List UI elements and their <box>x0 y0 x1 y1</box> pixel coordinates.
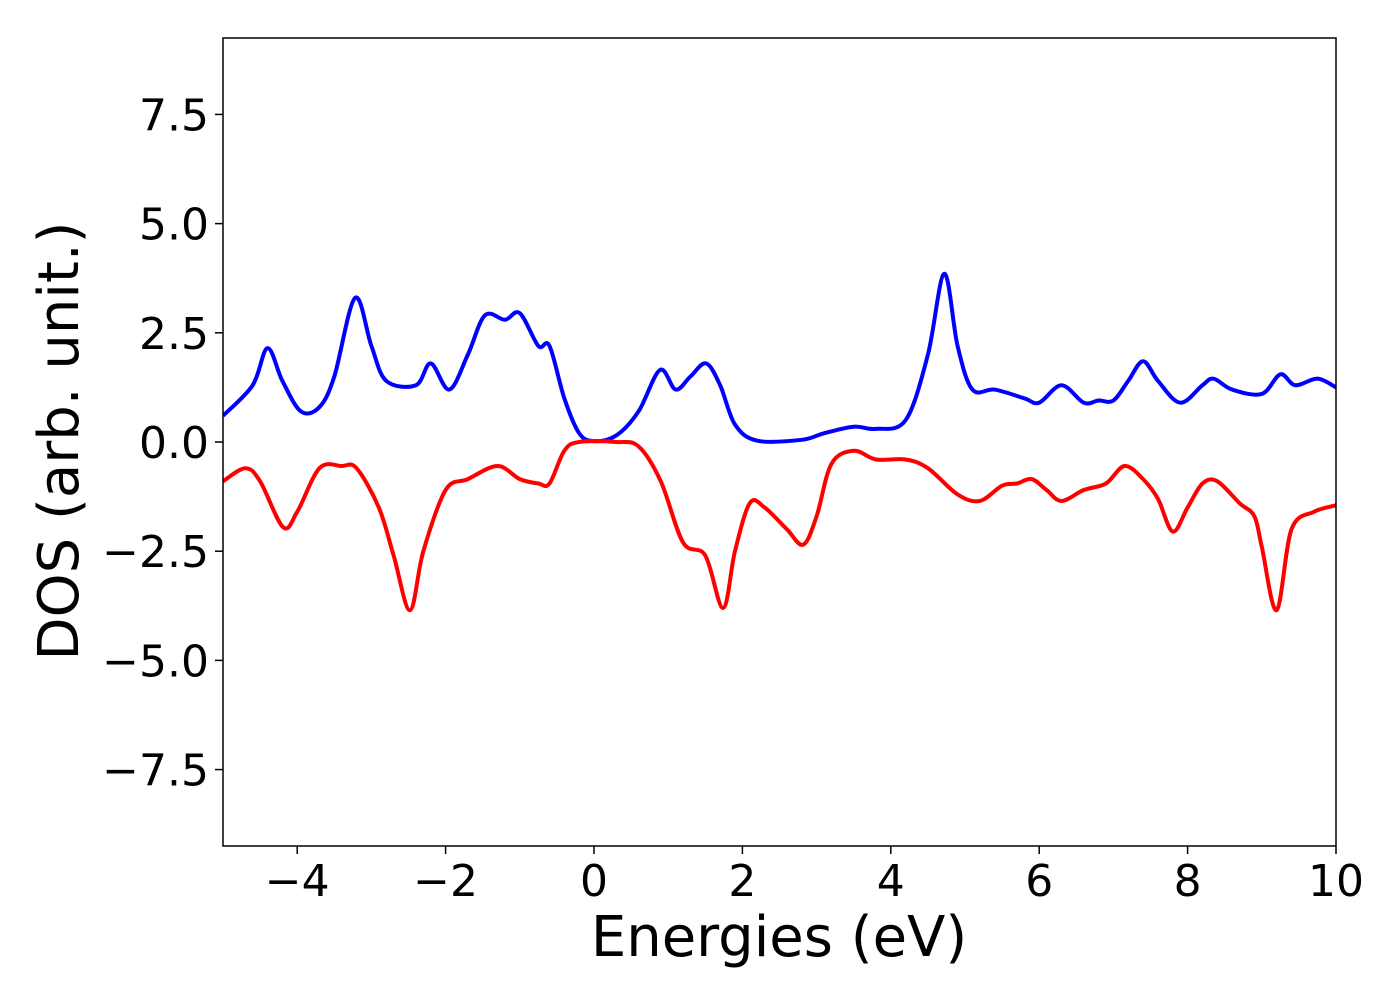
y-tick-label: 2.5 <box>139 309 209 360</box>
x-tick-label: 4 <box>877 856 905 907</box>
x-tick-label: 10 <box>1308 856 1364 907</box>
y-tick-label: 5.0 <box>139 200 209 251</box>
y-tick-label: −2.5 <box>102 527 209 578</box>
x-tick-label: 6 <box>1025 856 1053 907</box>
dos-line <box>223 439 1336 613</box>
x-tick-label: −4 <box>265 856 330 907</box>
y-axis-label: DOS (arb. unit.) <box>27 221 92 660</box>
y-tick-label: 7.5 <box>139 90 209 141</box>
y-tick-label: 0.0 <box>139 418 209 469</box>
x-tick-label: 0 <box>580 856 608 907</box>
x-tick-label: −2 <box>413 856 478 907</box>
y-tick-label: −5.0 <box>102 636 209 687</box>
x-axis-label: Energies (eV) <box>591 905 967 970</box>
x-tick-label: 8 <box>1174 856 1202 907</box>
dos-line <box>223 271 1336 444</box>
y-tick-label: −7.5 <box>102 746 209 797</box>
x-tick-label: 2 <box>728 856 756 907</box>
plot-frame <box>222 37 1337 847</box>
